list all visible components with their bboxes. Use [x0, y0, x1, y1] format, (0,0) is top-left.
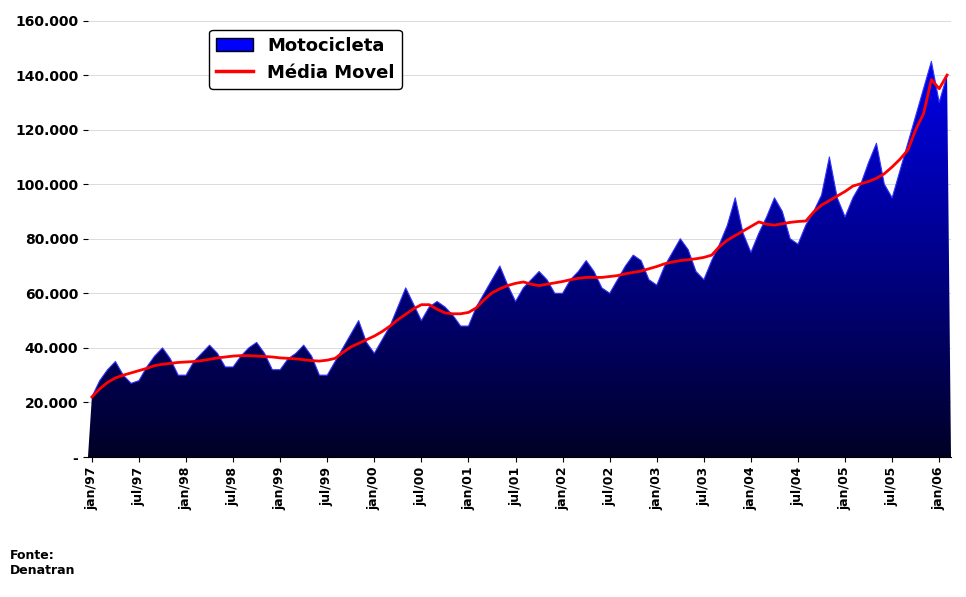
- Legend: Motocicleta, Média Movel: Motocicleta, Média Movel: [210, 29, 402, 89]
- Text: Fonte:
Denatran: Fonte: Denatran: [10, 549, 75, 577]
